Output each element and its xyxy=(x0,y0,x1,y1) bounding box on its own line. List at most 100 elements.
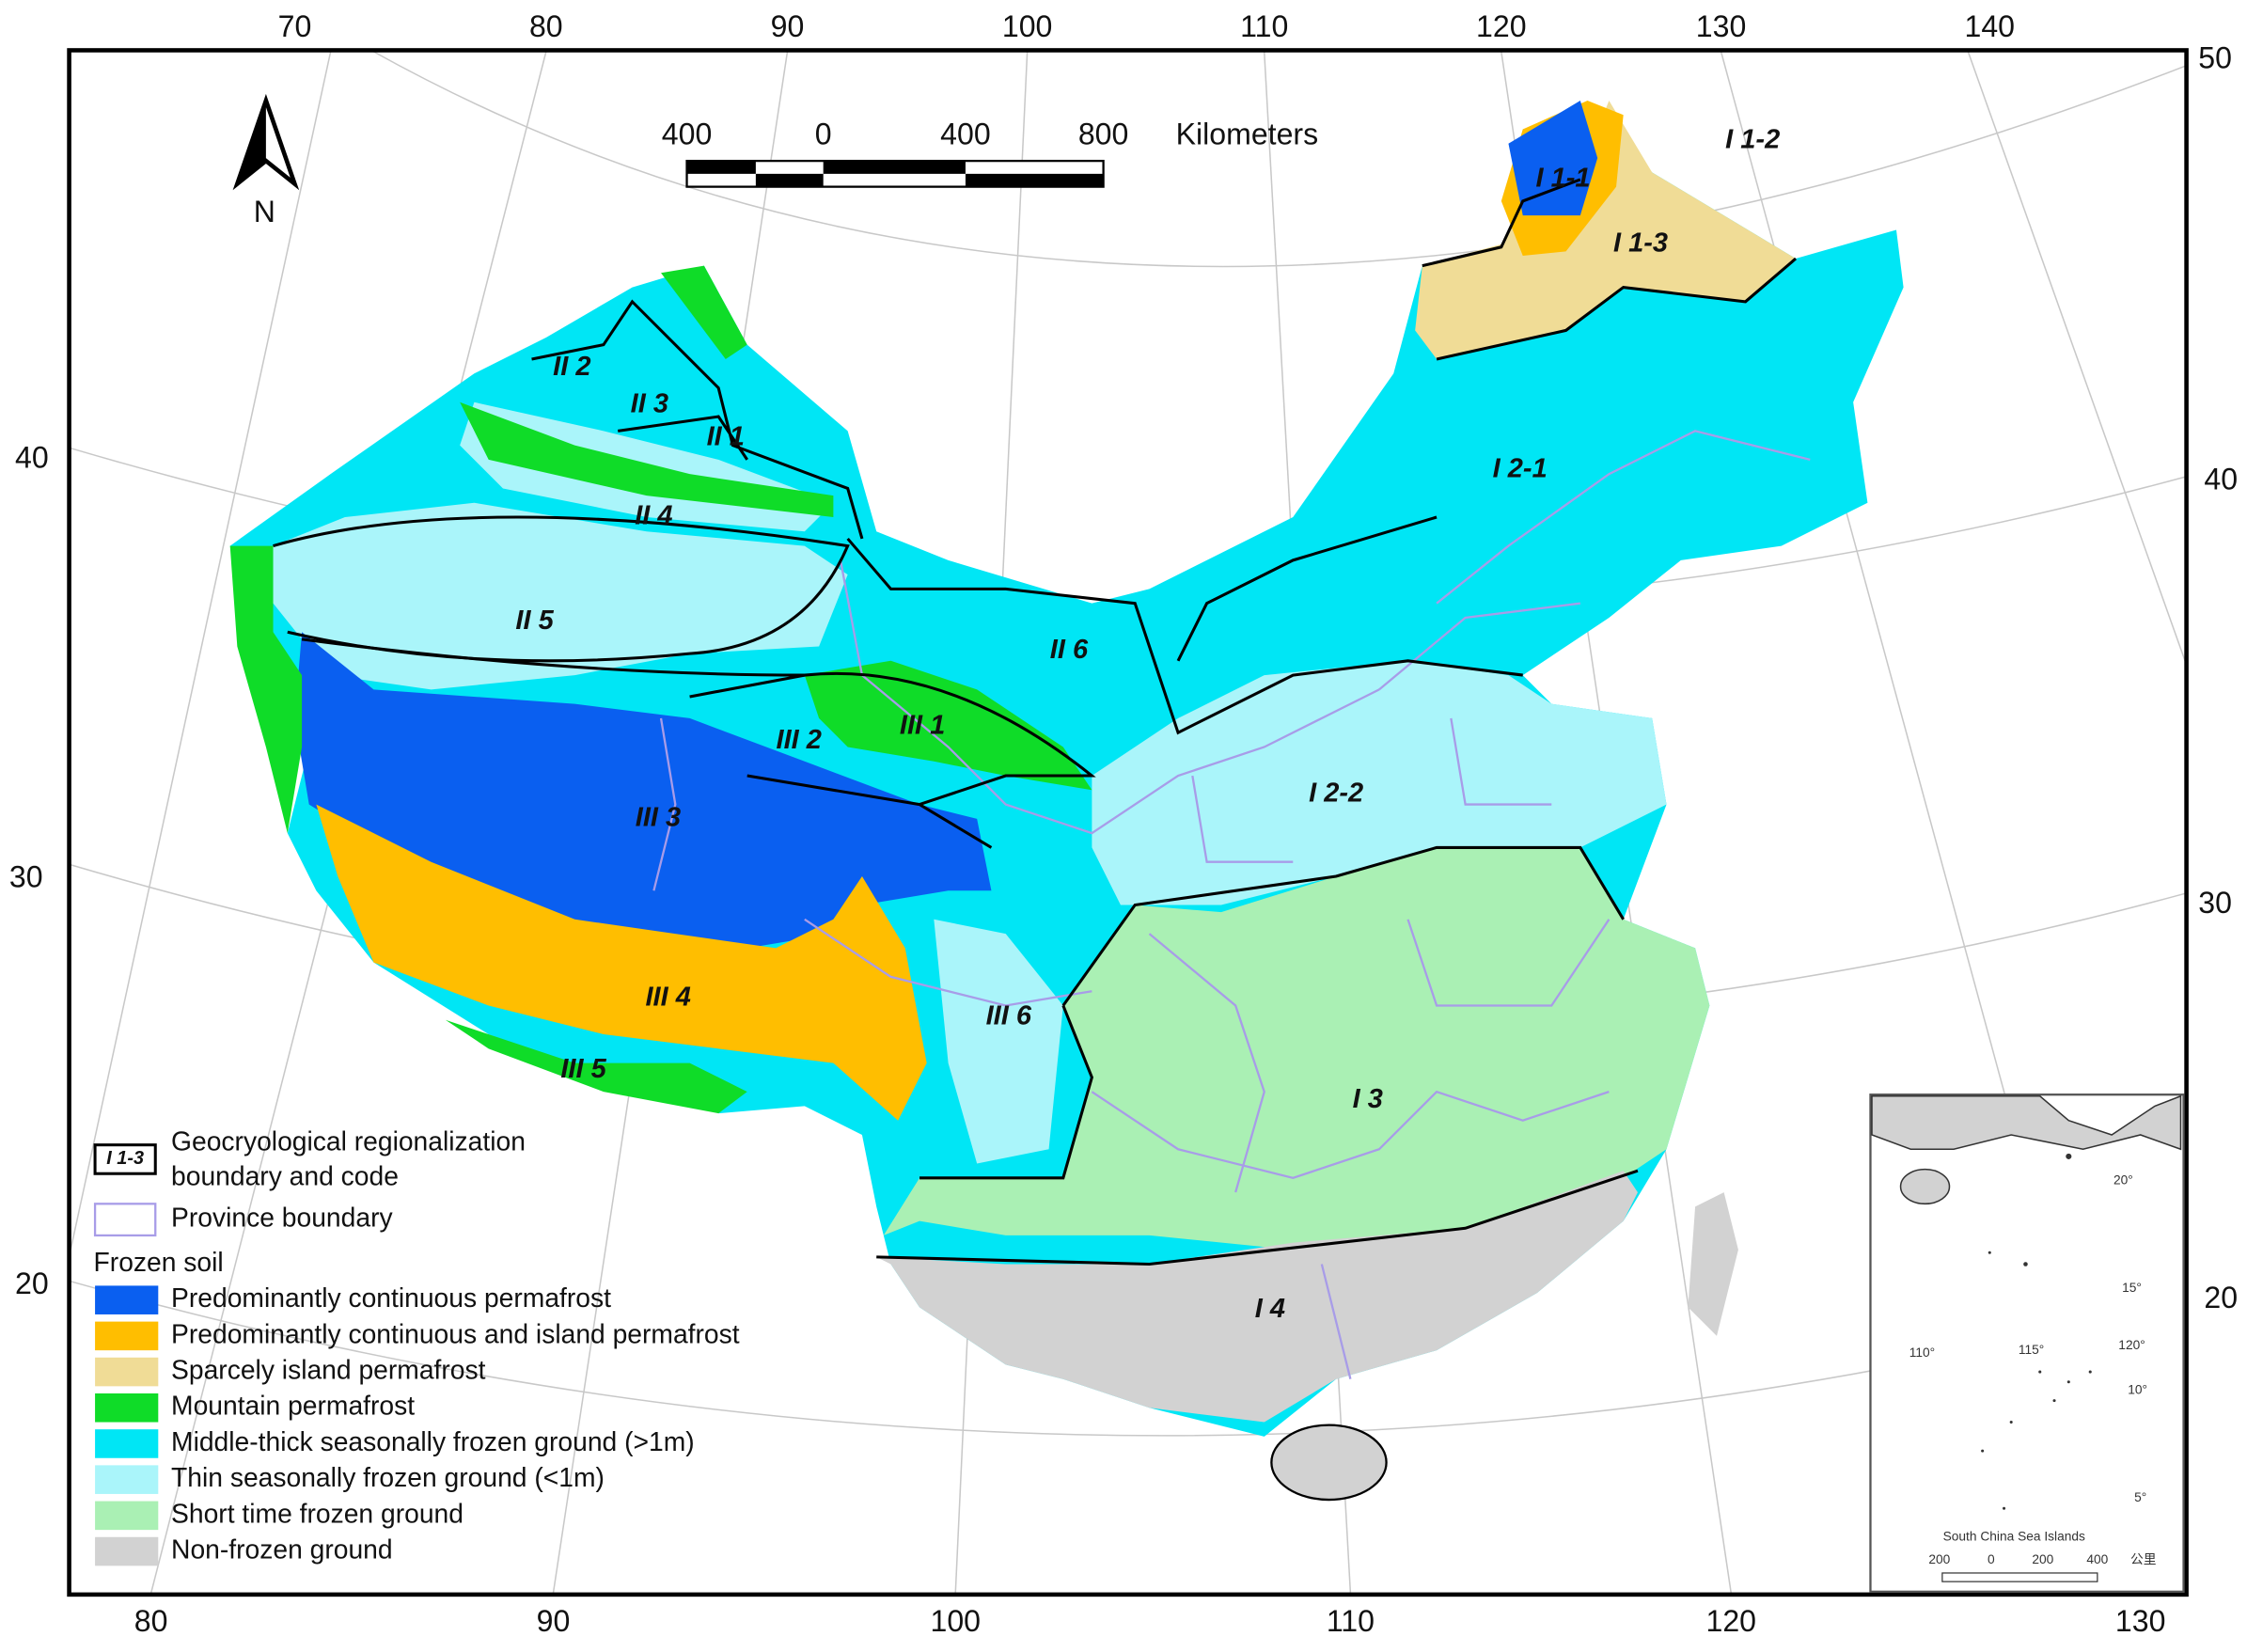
inset-scale-bar xyxy=(1941,1572,2098,1582)
parallel xyxy=(373,51,2186,268)
legend-label: boundary and code xyxy=(171,1160,399,1190)
region-code: II 1 xyxy=(707,422,745,452)
frozen-soil-area xyxy=(883,847,1710,1251)
graticule-label: 50 xyxy=(2198,41,2232,75)
graticule-label: 30 xyxy=(9,859,43,893)
scale-label: 800 xyxy=(1078,118,1129,151)
inset-scale-label: 200 xyxy=(2032,1552,2053,1566)
inset-islet xyxy=(2038,1370,2042,1374)
graticule-label: 90 xyxy=(771,9,805,43)
frozen-soil-area xyxy=(876,1171,1638,1423)
legend-swatch xyxy=(95,1501,159,1531)
north-arrow: N xyxy=(232,93,300,228)
province-boundary xyxy=(1191,717,1552,863)
frozen-soil-area xyxy=(1092,660,1667,905)
legend-swatch xyxy=(95,1465,159,1494)
legend-label: Predominantly continuous permafrost xyxy=(171,1282,611,1313)
frozen-soil-areas xyxy=(229,100,1904,1502)
scale-bar: Kilometers 400 0 400 800 xyxy=(662,118,1318,188)
frozen-soil-area xyxy=(294,632,992,949)
legend-swatch xyxy=(95,1357,159,1387)
graticule-label: 30 xyxy=(2198,886,2232,920)
legend-swatch xyxy=(95,1285,159,1314)
inset-islet xyxy=(2052,1399,2056,1403)
province-boundary xyxy=(839,559,1380,835)
inset-islet xyxy=(2009,1421,2013,1424)
region-code: II 3 xyxy=(631,389,668,419)
region-code: II 5 xyxy=(515,606,554,636)
region-boundary xyxy=(301,637,1096,807)
region-code: I 1-2 xyxy=(1725,124,1780,154)
inset-islet xyxy=(2088,1370,2092,1374)
region-code: I 2-2 xyxy=(1309,779,1363,809)
graticule-label: 40 xyxy=(15,440,49,474)
scale-label: 400 xyxy=(662,118,713,151)
region-code: I 2-1 xyxy=(1493,453,1548,483)
graticule-label: 90 xyxy=(537,1604,571,1638)
region-boundary xyxy=(846,515,1523,735)
inset-islet xyxy=(2003,1506,2006,1510)
meridian xyxy=(70,51,332,1251)
inset-map: South China Sea Islands 20° 15° 120° 110° 115… xyxy=(1869,1093,2185,1593)
legend-code-box xyxy=(93,1143,157,1175)
graticule-label: 130 xyxy=(1696,9,1747,43)
region-code: III 2 xyxy=(777,725,822,755)
frozen-soil-area xyxy=(934,919,1063,1164)
inset-scale-label: 0 xyxy=(1988,1552,1995,1566)
inset-scale-label: 公里 xyxy=(2130,1552,2157,1566)
graticule-label: 80 xyxy=(134,1604,168,1638)
scale-bar-segment xyxy=(823,161,966,174)
inset-graticule-label: 15° xyxy=(2122,1281,2142,1295)
frozen-soil-area xyxy=(460,401,834,518)
graticule-label: 140 xyxy=(1965,9,2016,43)
inset-islands xyxy=(1981,1153,2092,1510)
meridian xyxy=(1967,51,2186,662)
legend-label: Province boundary xyxy=(171,1203,393,1233)
province-boundary xyxy=(1091,1090,1610,1379)
region-boundary xyxy=(919,1004,1094,1180)
frozen-soil-area xyxy=(1508,100,1598,216)
scale-label: 400 xyxy=(940,118,991,151)
frozen-soil-area xyxy=(445,1019,747,1114)
inset-scale-label: 200 xyxy=(1928,1552,1950,1566)
scale-bar-segment xyxy=(965,173,1104,187)
legend-swatch xyxy=(95,1536,159,1566)
inset-scale-label: 400 xyxy=(2086,1552,2108,1566)
inset-islet xyxy=(2066,1153,2072,1159)
inset-title: South China Sea Islands xyxy=(1943,1529,2085,1543)
graticule-label: 70 xyxy=(278,9,312,43)
graticule-label: 130 xyxy=(2115,1604,2166,1638)
graticule-label: 20 xyxy=(15,1267,49,1300)
inset-graticule-label: 110° xyxy=(1909,1345,1935,1360)
north-label: N xyxy=(254,195,275,228)
graticule-label: 110 xyxy=(1327,1604,1375,1638)
frozen-soil-area xyxy=(804,660,1092,791)
region-boundary xyxy=(876,1169,1639,1267)
legend-title: Frozen soil xyxy=(94,1247,224,1277)
legend-province-box xyxy=(93,1203,157,1237)
graticule-label: 120 xyxy=(1706,1604,1757,1638)
graticule-label: 80 xyxy=(529,9,563,43)
region-code: III 3 xyxy=(636,803,681,833)
graticule-label: 100 xyxy=(930,1604,981,1638)
legend-label: Sparcely island permafrost xyxy=(171,1355,486,1385)
province-boundary xyxy=(652,717,1092,1007)
scale-bar-segment xyxy=(686,161,756,174)
graticule-label: 100 xyxy=(1002,9,1053,43)
inset-graticule-label: 10° xyxy=(2128,1383,2147,1397)
legend-label: Geocryological regionalization xyxy=(171,1126,526,1156)
graticule-label: 20 xyxy=(2204,1281,2238,1314)
inset-islet xyxy=(2023,1262,2028,1267)
region-code: III 5 xyxy=(560,1054,606,1084)
parallel xyxy=(70,1281,2186,1437)
inset-islet xyxy=(1981,1449,1985,1453)
region-code: II 4 xyxy=(635,501,672,531)
region-code: I 3 xyxy=(1353,1084,1383,1114)
inset-graticule-label: 5° xyxy=(2134,1490,2146,1504)
legend-label: Thin seasonally frozen ground (<1m) xyxy=(171,1462,605,1492)
region-code: II 6 xyxy=(1050,635,1089,665)
region-code: I 1-1 xyxy=(1535,164,1590,194)
frozen-soil-area xyxy=(1415,100,1797,359)
legend: I 1-3 Geocryological regionalization bou… xyxy=(93,1126,740,1566)
